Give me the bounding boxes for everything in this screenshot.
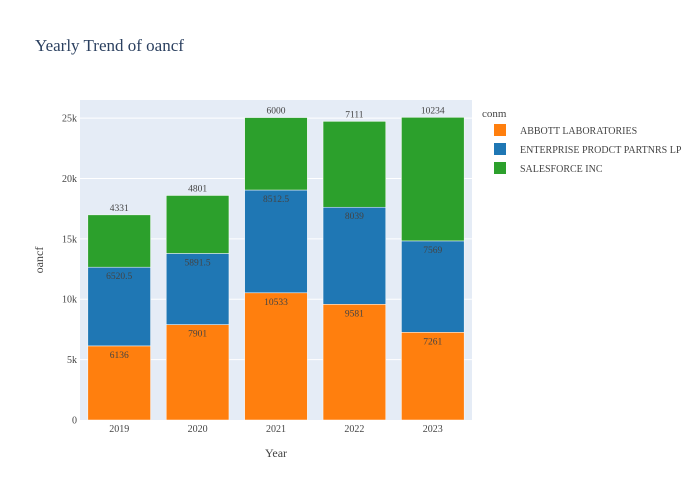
bar [401, 332, 465, 421]
legend-item-label: ENTERPRISE PRODCT PARTNRS LP [520, 145, 682, 156]
bars [87, 117, 465, 421]
legend-swatch [494, 162, 506, 174]
data-label: 7901 [188, 330, 207, 340]
legend-item-label: SALESFORCE INC [520, 164, 603, 175]
x-axis-title: Year [265, 446, 287, 460]
data-label: 6000 [267, 107, 286, 117]
bar [322, 206, 387, 305]
bar [401, 240, 465, 333]
y-tick-label: 25k [62, 114, 77, 125]
data-label: 8039 [345, 212, 364, 222]
x-tick-label: 2020 [188, 424, 208, 435]
y-tick-label: 10k [62, 295, 77, 306]
data-label: 4801 [188, 184, 207, 194]
data-label: 6520.5 [106, 272, 132, 282]
data-label: 7261 [423, 337, 442, 347]
data-label: 5891.5 [185, 258, 211, 268]
data-label: 10234 [421, 106, 445, 116]
bar [165, 253, 230, 325]
x-axis-ticks: 2019 2020 2021 2022 2023 [109, 424, 443, 435]
y-tick-label: 5k [67, 355, 77, 366]
y-tick-label: 20k [62, 174, 77, 185]
bar [244, 117, 308, 191]
legend: conm ABBOTT LABORATORIES ENTERPRISE PRODC… [482, 108, 682, 175]
bar [165, 195, 230, 254]
x-tick-label: 2019 [109, 424, 129, 435]
bar [244, 189, 308, 294]
data-label: 9581 [345, 309, 364, 319]
legend-swatch [494, 143, 506, 155]
y-axis-ticks: 0 5k 10k 15k 20k 25k [62, 114, 77, 427]
legend-swatch [494, 124, 506, 136]
data-label: 7111 [345, 110, 364, 120]
x-tick-label: 2023 [423, 424, 443, 435]
data-label: 10533 [264, 298, 288, 308]
data-label: 7569 [423, 246, 442, 256]
bar [244, 292, 308, 421]
chart-title: Yearly Trend of oancf [35, 36, 184, 55]
data-label: 6136 [110, 351, 129, 361]
y-tick-label: 15k [62, 234, 77, 245]
legend-item-label: ABBOTT LABORATORIES [520, 126, 637, 137]
bar [87, 214, 151, 268]
legend-title: conm [482, 108, 507, 120]
x-tick-label: 2022 [344, 424, 364, 435]
x-tick-label: 2021 [266, 424, 286, 435]
bar-labels: 6136 6520.5 4331 7901 5891.5 4801 10533 8512.5 6… [106, 106, 445, 361]
bar [165, 324, 230, 421]
bar [401, 117, 465, 242]
bar [87, 345, 151, 421]
y-axis-title: oancf [32, 247, 46, 274]
bar [87, 266, 151, 347]
bar [322, 304, 387, 421]
data-label: 8512.5 [263, 195, 289, 205]
bar [322, 121, 387, 208]
data-label: 4331 [110, 204, 129, 214]
y-tick-label: 0 [72, 416, 77, 427]
